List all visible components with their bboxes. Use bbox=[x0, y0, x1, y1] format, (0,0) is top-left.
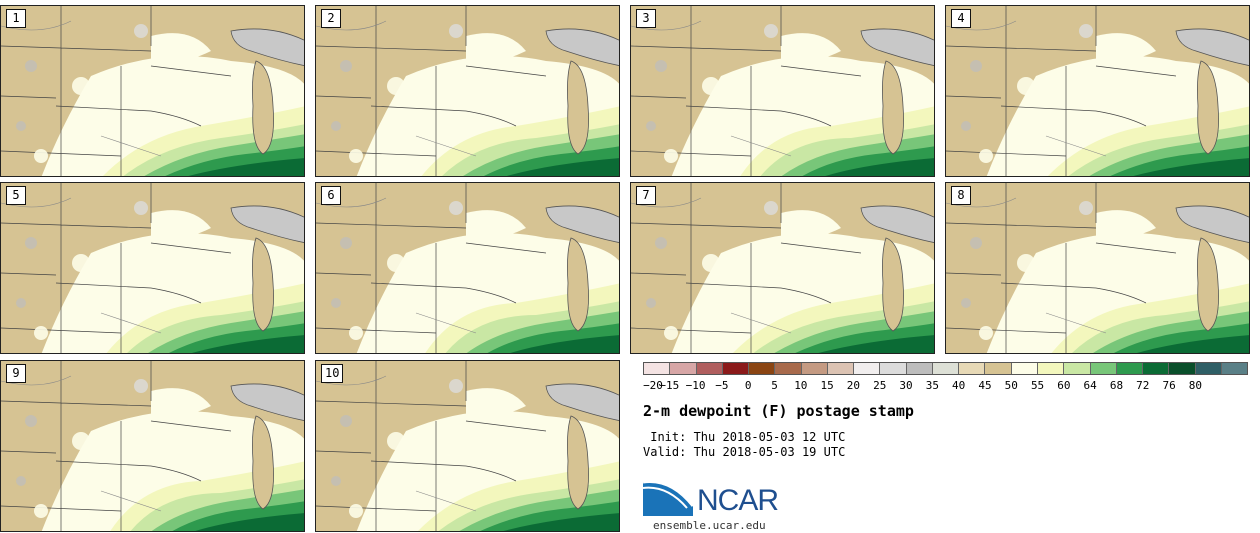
colorbar-tick-label: 50 bbox=[1004, 379, 1018, 392]
colorbar-segment bbox=[827, 363, 855, 374]
colorbar-tick-label: 76 bbox=[1162, 379, 1176, 392]
colorbar-segment bbox=[801, 363, 828, 374]
colorbar-segment bbox=[722, 363, 750, 374]
member-number-label: 1 bbox=[6, 9, 26, 28]
colorbar-tick-label: 68 bbox=[1109, 379, 1124, 392]
ensemble-member-panel: 9 bbox=[0, 360, 305, 532]
dewpoint-map bbox=[1, 183, 304, 353]
dewpoint-map bbox=[946, 6, 1249, 176]
colorbar-segment bbox=[775, 363, 802, 374]
ensemble-member-panel: 10 bbox=[315, 360, 620, 532]
colorbar-segment bbox=[749, 363, 776, 374]
colorbar-tick-label: 0 bbox=[744, 379, 752, 392]
colorbar-segment bbox=[1195, 363, 1222, 374]
member-number-label: 4 bbox=[951, 9, 971, 28]
colorbar-segment bbox=[1169, 363, 1196, 374]
colorbar-segment bbox=[644, 363, 671, 374]
colorbar-tick-label: 10 bbox=[794, 379, 808, 392]
colorbar-tick-label: 25 bbox=[873, 379, 887, 392]
colorbar-segment bbox=[1011, 363, 1038, 374]
colorbar-tick-label: 45 bbox=[978, 379, 992, 392]
member-number-label: 3 bbox=[636, 9, 656, 28]
member-number-label: 2 bbox=[321, 9, 341, 28]
dewpoint-map bbox=[316, 6, 619, 176]
dewpoint-colorbar bbox=[643, 362, 1248, 375]
ensemble-member-panel: 2 bbox=[315, 5, 620, 177]
dewpoint-map bbox=[1, 361, 304, 531]
member-number-label: 7 bbox=[636, 186, 656, 205]
colorbar-tick-label: −15 bbox=[659, 379, 680, 392]
ensemble-member-panel: 8 bbox=[945, 182, 1250, 354]
colorbar-tick-labels: −20 −15 −10 −5 0 5 10 15 20 25 30 35 40 45 50 55 60 64 68 7… bbox=[643, 379, 1248, 393]
colorbar-segment bbox=[670, 363, 697, 374]
member-number-label: 9 bbox=[6, 364, 26, 383]
member-number-label: 5 bbox=[6, 186, 26, 205]
valid-time: Valid: Thu 2018-05-03 19 UTC bbox=[643, 445, 846, 459]
ensemble-member-panel: 6 bbox=[315, 182, 620, 354]
ensemble-member-panel: 1 bbox=[0, 5, 305, 177]
chart-title: 2-m dewpoint (F) postage stamp bbox=[643, 402, 914, 420]
colorbar-tick-label: 64 bbox=[1083, 379, 1097, 392]
colorbar-tick-label: 40 bbox=[952, 379, 966, 392]
ensemble-member-panel: 7 bbox=[630, 182, 935, 354]
colorbar-tick-label: 30 bbox=[899, 379, 913, 392]
colorbar-tick-label: 15 bbox=[820, 379, 834, 392]
colorbar-tick-label: 35 bbox=[925, 379, 939, 392]
colorbar-segment bbox=[880, 363, 907, 374]
colorbar-tick-label: 5 bbox=[771, 379, 778, 392]
member-number-label: 10 bbox=[321, 364, 344, 383]
dewpoint-map bbox=[631, 183, 934, 353]
colorbar-segment bbox=[906, 363, 933, 374]
ensemble-member-panel: 5 bbox=[0, 182, 305, 354]
colorbar-segment bbox=[1116, 363, 1144, 374]
colorbar-segment bbox=[932, 363, 960, 374]
dewpoint-map bbox=[1, 6, 304, 176]
ensemble-member-panel: 4 bbox=[945, 5, 1250, 177]
init-time: Init: Thu 2018-05-03 12 UTC bbox=[643, 430, 846, 444]
ncar-logo-icon bbox=[643, 480, 695, 516]
colorbar-tick-label: 72 bbox=[1136, 379, 1150, 392]
colorbar-tick-label: −5 bbox=[715, 379, 729, 392]
dewpoint-map bbox=[631, 6, 934, 176]
dewpoint-map bbox=[316, 361, 619, 531]
colorbar-tick-label: 55 bbox=[1030, 379, 1045, 392]
dewpoint-map bbox=[316, 183, 619, 353]
colorbar-segment bbox=[1221, 363, 1248, 374]
member-number-label: 6 bbox=[321, 186, 341, 205]
colorbar-segment bbox=[985, 363, 1012, 374]
colorbar-segment bbox=[1090, 363, 1117, 374]
colorbar-segment bbox=[854, 363, 881, 374]
colorbar-tick-label: 60 bbox=[1057, 379, 1071, 392]
colorbar-tick-label: −10 bbox=[685, 379, 706, 392]
colorbar-tick-label: 20 bbox=[846, 379, 861, 392]
ensemble-member-panel: 3 bbox=[630, 5, 935, 177]
colorbar-tick-label: −20 bbox=[643, 379, 663, 392]
logo-wordmark: NCAR bbox=[697, 484, 779, 517]
colorbar-segment bbox=[959, 363, 986, 374]
dewpoint-map bbox=[946, 183, 1249, 353]
member-number-label: 8 bbox=[951, 186, 971, 205]
logo-url: ensemble.ucar.edu bbox=[653, 519, 766, 532]
colorbar-segment bbox=[1143, 363, 1170, 374]
colorbar-segment bbox=[1037, 363, 1065, 374]
colorbar-segment bbox=[1064, 363, 1091, 374]
colorbar-tick-label: 80 bbox=[1188, 379, 1203, 392]
colorbar-segment bbox=[696, 363, 723, 374]
